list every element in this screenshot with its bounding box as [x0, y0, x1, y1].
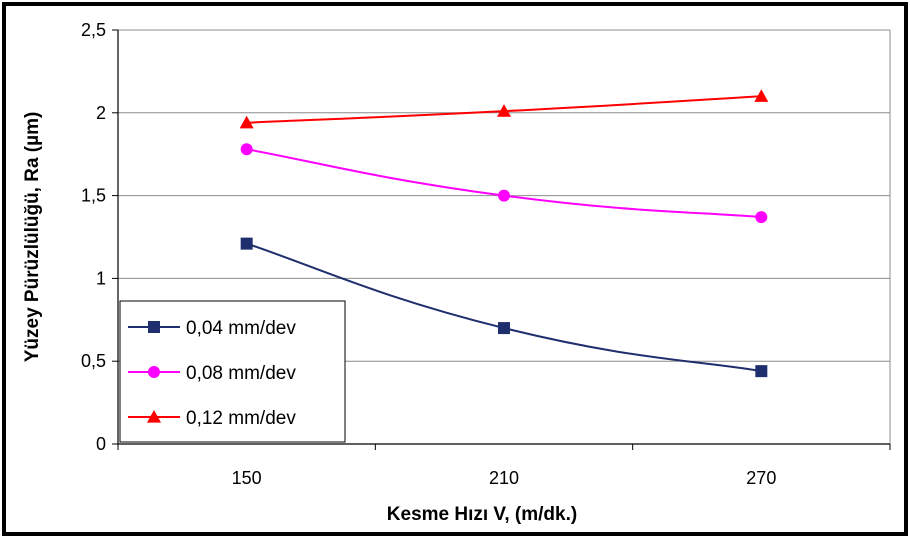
series-group	[239, 89, 769, 378]
legend-marker	[148, 366, 160, 378]
legend-item: 0,08 mm/dev	[128, 363, 296, 384]
data-point	[497, 104, 511, 117]
axes: 0 0,5 1 1,5 2 2,5 150 210 270	[81, 20, 891, 488]
data-point	[239, 115, 254, 129]
y-tick-label: 2,5	[81, 20, 106, 40]
x-tick-label: 210	[489, 468, 519, 488]
x-axis-label: Kesme Hızı V, (m/dk.)	[387, 504, 577, 525]
series-1	[240, 237, 768, 378]
legend-marker	[147, 410, 161, 423]
y-tick-label: 0,5	[81, 351, 106, 371]
legend: 0,04 mm/dev 0,08 mm/dev 0,12 mm/dev	[119, 300, 346, 443]
y-tick-label: 2	[96, 103, 106, 123]
data-point	[498, 322, 510, 335]
legend-label: 0,08 mm/dev	[186, 363, 296, 384]
data-point	[498, 189, 510, 202]
legend-label: 0,12 mm/dev	[186, 408, 296, 429]
y-tick-label: 1	[96, 268, 106, 288]
data-point	[240, 143, 253, 156]
data-point	[240, 237, 253, 250]
series-3	[239, 89, 769, 129]
chart-border	[2, 2, 908, 536]
series-2	[240, 143, 768, 224]
legend-marker	[148, 321, 160, 333]
data-point	[755, 211, 768, 224]
data-point	[755, 365, 768, 378]
data-point	[754, 89, 769, 102]
legend-item: 0,12 mm/dev	[128, 408, 296, 429]
y-tick-label: 1,5	[81, 186, 106, 206]
x-tick-label: 150	[232, 468, 262, 488]
y-tick-label: 0	[96, 434, 106, 454]
x-tick-label: 270	[746, 468, 776, 488]
legend-label: 0,04 mm/dev	[186, 318, 296, 339]
legend-item: 0,04 mm/dev	[128, 318, 296, 339]
y-axis-label: Yüzey Pürüzlülüğü, Ra (µm)	[22, 112, 43, 363]
